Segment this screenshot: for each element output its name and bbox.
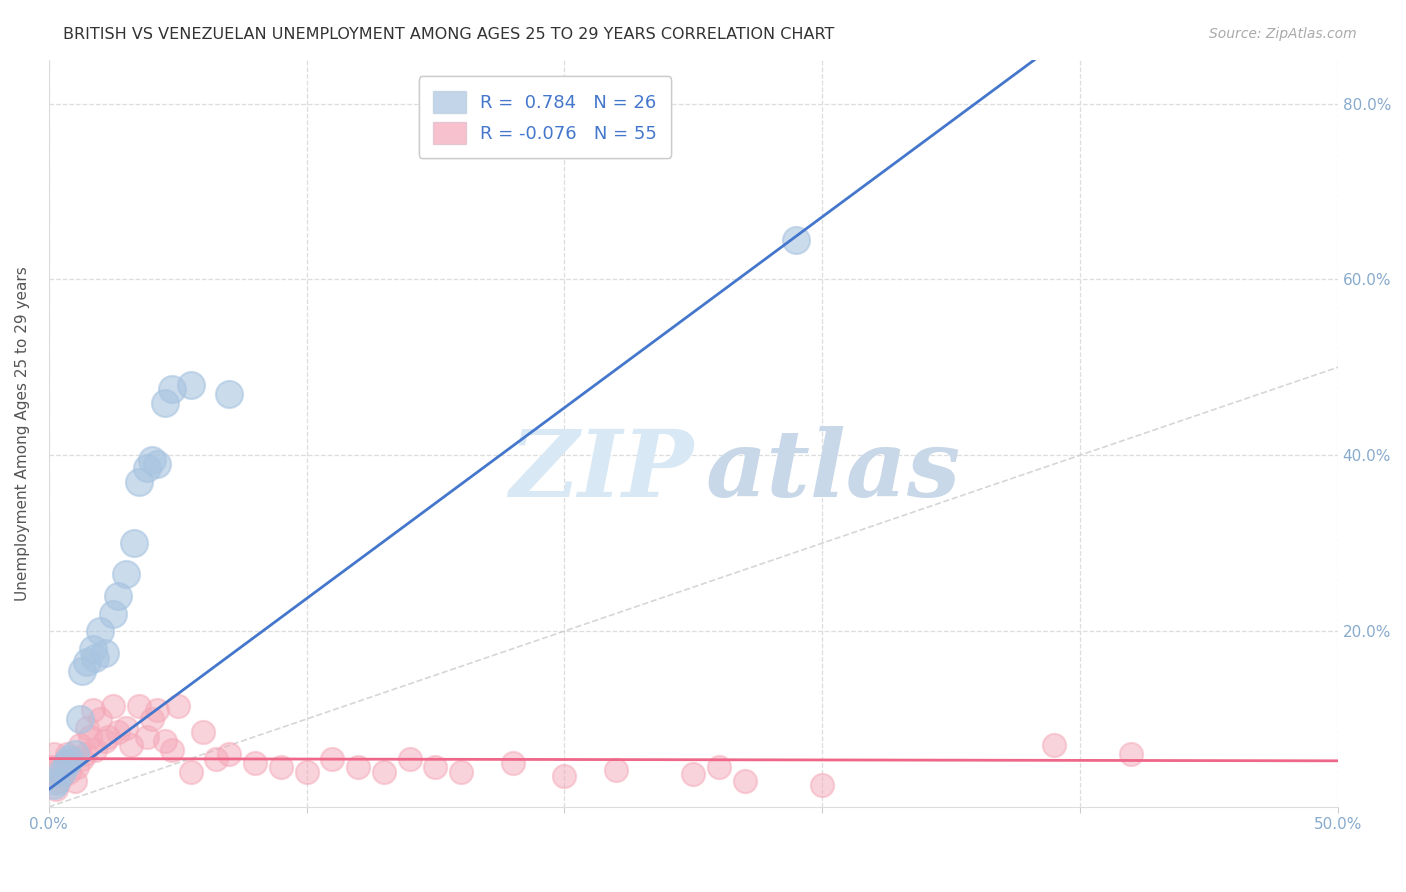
Point [146,457,169,471]
Text: ZIP: ZIP [509,425,693,516]
Point [53,756,76,770]
Point [502,756,524,770]
Point [141,452,163,467]
Point [205,751,228,765]
Point [103,607,125,621]
Point [41,760,63,774]
Point [162,743,184,757]
Point [295,764,318,779]
Point [73,747,96,762]
Point [48,773,70,788]
Point [60,751,83,765]
Point [45,782,67,797]
Point [373,764,395,779]
Point [66,760,89,774]
Y-axis label: Unemployment Among Ages 25 to 29 years: Unemployment Among Ages 25 to 29 years [15,266,30,600]
Point [72,664,94,678]
Point [425,760,447,774]
Point [51,769,73,783]
Point [82,641,104,656]
Point [115,566,138,581]
Point [243,756,266,770]
Point [69,739,91,753]
Point [120,739,142,753]
Point [146,703,169,717]
Point [97,730,120,744]
Point [1043,739,1066,753]
Text: atlas: atlas [706,425,962,516]
Point [1121,747,1143,762]
Point [58,751,80,765]
Point [58,764,80,779]
Point [128,475,150,489]
Point [84,650,107,665]
Point [76,721,98,735]
Point [153,734,176,748]
Point [76,655,98,669]
Point [94,734,117,748]
Point [270,760,292,774]
Point [707,760,730,774]
Text: BRITISH VS VENEZUELAN UNEMPLOYMENT AMONG AGES 25 TO 29 YEARS CORRELATION CHART: BRITISH VS VENEZUELAN UNEMPLOYMENT AMONG… [63,27,835,42]
Point [450,764,472,779]
Point [69,712,91,726]
Point [162,382,184,396]
Point [180,764,202,779]
Point [785,233,807,247]
Text: Source: ZipAtlas.com: Source: ZipAtlas.com [1209,27,1357,41]
Point [84,743,107,757]
Point [734,773,756,788]
Point [89,712,111,726]
Point [42,747,65,762]
Point [398,751,420,765]
Point [42,778,65,792]
Point [605,763,627,777]
Point [63,773,86,788]
Point [115,721,138,735]
Point [79,730,101,744]
Point [218,747,240,762]
Point [553,769,575,783]
Point [122,536,145,550]
Point [107,589,129,603]
Point [166,698,188,713]
Point [72,751,94,765]
Point [682,766,704,780]
Point [347,760,370,774]
Point [51,764,73,779]
Point [45,773,67,788]
Point [89,624,111,639]
Point [135,730,157,744]
Point [56,756,79,770]
Point [811,778,834,792]
Point [56,747,79,762]
Point [128,698,150,713]
Point [82,703,104,717]
Point [63,747,86,762]
Point [153,395,176,409]
Point [38,764,60,779]
Point [94,646,117,660]
Point [193,725,215,739]
Point [180,378,202,392]
Legend: R =  0.784   N = 26, R = -0.076   N = 55: R = 0.784 N = 26, R = -0.076 N = 55 [419,76,672,158]
Point [107,725,129,739]
Point [135,461,157,475]
Point [141,712,163,726]
Point [103,698,125,713]
Point [218,386,240,401]
Point [321,751,343,765]
